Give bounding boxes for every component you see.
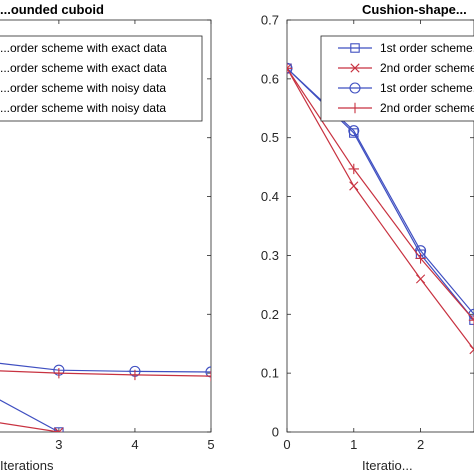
chart-panel-2: 1st order scheme... 2nd order scheme... 1s… — [286, 19, 474, 433]
x-tick-label: 5 — [207, 437, 214, 452]
series-line-1 — [0, 399, 63, 432]
x-tick-label: 4 — [131, 437, 138, 452]
y-tick-label: 0.2 — [261, 307, 279, 322]
legend-entry: ...order scheme with noisy data — [0, 101, 166, 115]
x-tick-label: 3 — [55, 437, 62, 452]
data-point — [205, 370, 211, 382]
legend-box — [0, 35, 203, 122]
series-line-3 — [0, 362, 211, 373]
y-tick-label: 0.5 — [261, 130, 279, 145]
legend-marker — [349, 82, 361, 94]
legend-marker — [350, 63, 360, 73]
series-line-2 — [287, 68, 474, 350]
legend-entry: 2nd order scheme... — [380, 101, 474, 115]
data-point — [469, 345, 474, 355]
data-point — [415, 253, 426, 264]
data-point — [348, 163, 359, 175]
data-point — [54, 427, 64, 432]
series-line-2 — [0, 422, 65, 432]
y-tick-label: 0.7 — [261, 13, 279, 28]
plot-frame — [0, 19, 212, 433]
data-point — [53, 367, 65, 379]
legend-entry: ...order scheme with exact data — [0, 41, 167, 55]
series-line-4 — [287, 67, 474, 321]
x-tick-label: 1 — [350, 437, 357, 452]
legend-entry: 1st order scheme... — [380, 41, 474, 55]
data-point — [287, 63, 293, 74]
y-tick-label: 0.3 — [261, 248, 279, 263]
y-tick-label: 0.1 — [261, 366, 279, 381]
series-line-1 — [287, 67, 474, 321]
legend-entry: 2nd order scheme... — [380, 61, 474, 75]
legend-entry: ...order scheme with exact data — [0, 61, 167, 75]
chart-title: Cushion-shape... — [362, 2, 467, 17]
series-line-3 — [287, 67, 474, 315]
x-axis-label: Iteratio... — [362, 458, 413, 473]
x-axis-label: Iterations — [0, 458, 54, 473]
legend-box — [320, 35, 474, 122]
chart-panel-1: ...order scheme with exact data ...order … — [0, 19, 212, 433]
data-point — [348, 125, 360, 137]
data-point — [205, 366, 211, 378]
chart-title: ...ounded cuboid — [0, 2, 104, 17]
y-tick-label: 0.6 — [261, 71, 279, 86]
y-tick-label: 0.4 — [261, 189, 279, 204]
plot-frame — [286, 19, 474, 433]
legend-marker — [350, 43, 360, 53]
legend: 1st order scheme... 2nd order scheme... 1s… — [320, 35, 474, 122]
data-point — [468, 314, 474, 326]
series-group — [0, 362, 211, 432]
x-tick-label: 2 — [417, 437, 424, 452]
legend-entry: ...order scheme with noisy data — [0, 81, 166, 95]
data-point — [349, 181, 359, 191]
legend: ...order scheme with exact data ...order … — [0, 35, 203, 122]
series-group — [287, 62, 474, 355]
legend-entry: 1st order scheme... — [380, 81, 474, 95]
legend-marker — [349, 102, 361, 114]
data-point — [415, 274, 426, 284]
x-tick-label: 0 — [283, 437, 290, 452]
y-tick-label: 0 — [272, 425, 279, 440]
data-point — [129, 369, 141, 381]
